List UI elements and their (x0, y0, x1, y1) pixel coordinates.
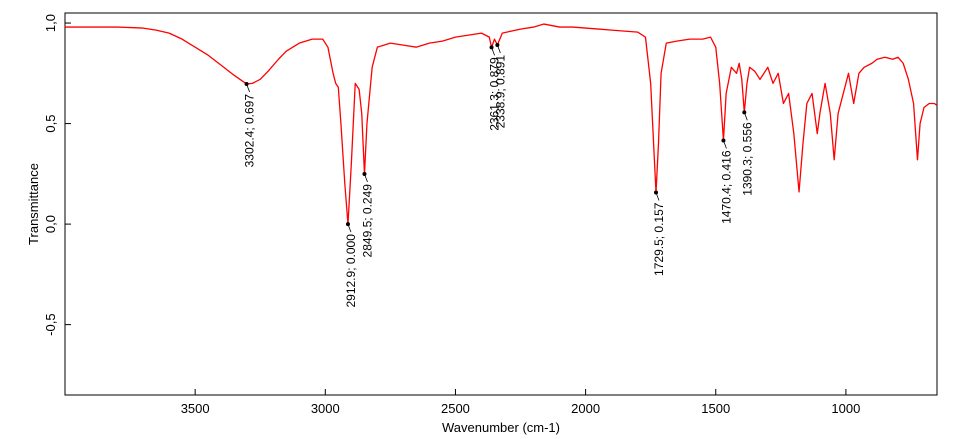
plot-frame (64, 12, 938, 396)
y-axis-label: Transmittance (26, 163, 41, 245)
peak-label: 2361.3; 0.879 (488, 57, 502, 131)
peak-marker (495, 42, 500, 47)
x-tick-label: 2000 (571, 401, 600, 416)
peak-marker (489, 45, 494, 50)
peak-label: 2849.5; 0.249 (360, 184, 374, 258)
y-tick-label: 0,5 (43, 115, 58, 133)
peak-marker (244, 81, 249, 86)
x-tick-label: 3500 (181, 401, 210, 416)
peak-label: 3302.4; 0.697 (243, 94, 257, 168)
peak-marker (345, 222, 350, 227)
peak-marker (362, 172, 367, 177)
x-tick-label: 3000 (311, 401, 340, 416)
peak-label: 1390.3; 0.556 (740, 122, 754, 196)
y-tick-label: 1,0 (43, 14, 58, 32)
y-tick-label: -0,5 (43, 313, 58, 335)
peak-label: 2338.9; 0.891 (493, 55, 507, 129)
peak-label: 2912.9; 0.000 (344, 234, 358, 308)
y-tick-label: 0,0 (43, 215, 58, 233)
spectrum-line (65, 23, 938, 225)
peak-label: 1470.4; 0.416 (719, 150, 733, 224)
x-tick-label: 1000 (831, 401, 860, 416)
x-tick-label: 2500 (441, 401, 470, 416)
peak-label: 1729.5; 0.157 (652, 202, 666, 276)
peak-marker (721, 138, 726, 143)
x-axis-label: Wavenumber (cm-1) (442, 420, 560, 435)
peak-marker (742, 110, 747, 115)
peak-marker (654, 190, 659, 195)
x-tick-label: 1500 (701, 401, 730, 416)
